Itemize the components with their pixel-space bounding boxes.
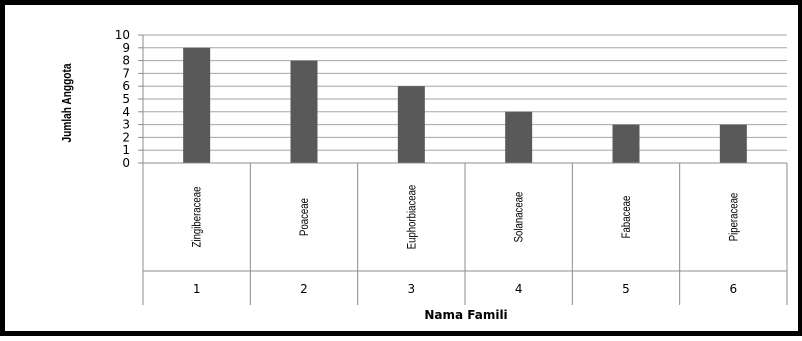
y-tick-label-10: 10 — [115, 28, 130, 42]
y-tick-label-2: 2 — [122, 130, 130, 144]
category-number-label: 1 — [193, 282, 201, 296]
axes — [138, 34, 788, 305]
bar-5 — [612, 124, 640, 163]
bar-1 — [183, 47, 211, 163]
y-axis-title: Jumlah Anggota — [60, 63, 74, 142]
category-name-label: Poaceae — [298, 198, 311, 236]
labels: 012345678910Zingiberaceae1Poaceae2Euphor… — [115, 28, 741, 296]
bar-2 — [290, 60, 318, 163]
category-name-label: Euphorbiaceae — [405, 185, 418, 250]
category-number-label: 4 — [515, 282, 523, 296]
category-number-label: 3 — [408, 282, 416, 296]
category-number-label: 6 — [730, 282, 738, 296]
category-name-label: Zingiberaceae — [191, 187, 204, 248]
category-name-label: Piperaceae — [727, 193, 740, 242]
y-tick-label-0: 0 — [122, 156, 130, 170]
y-tick-label-6: 6 — [122, 79, 130, 93]
category-name-label: Solanaceae — [513, 192, 526, 243]
bar-3 — [397, 86, 425, 163]
category-number-label: 5 — [622, 282, 630, 296]
y-tick-label-7: 7 — [122, 66, 130, 80]
y-tick-label-5: 5 — [122, 92, 130, 106]
category-number-label: 2 — [300, 282, 308, 296]
x-axis-title: Nama Famili — [424, 308, 507, 322]
y-tick-label-3: 3 — [122, 118, 130, 132]
y-tick-label-9: 9 — [122, 41, 130, 55]
y-tick-label-1: 1 — [122, 143, 130, 157]
category-name-label: Fabaceae — [620, 196, 633, 239]
y-tick-label-4: 4 — [122, 105, 130, 119]
bar-4 — [505, 111, 533, 163]
bar-chart: 012345678910Zingiberaceae1Poaceae2Euphor… — [60, 28, 788, 322]
bars — [183, 47, 747, 163]
bar-6 — [719, 124, 747, 163]
y-tick-label-8: 8 — [122, 54, 130, 68]
gridlines — [143, 34, 787, 151]
